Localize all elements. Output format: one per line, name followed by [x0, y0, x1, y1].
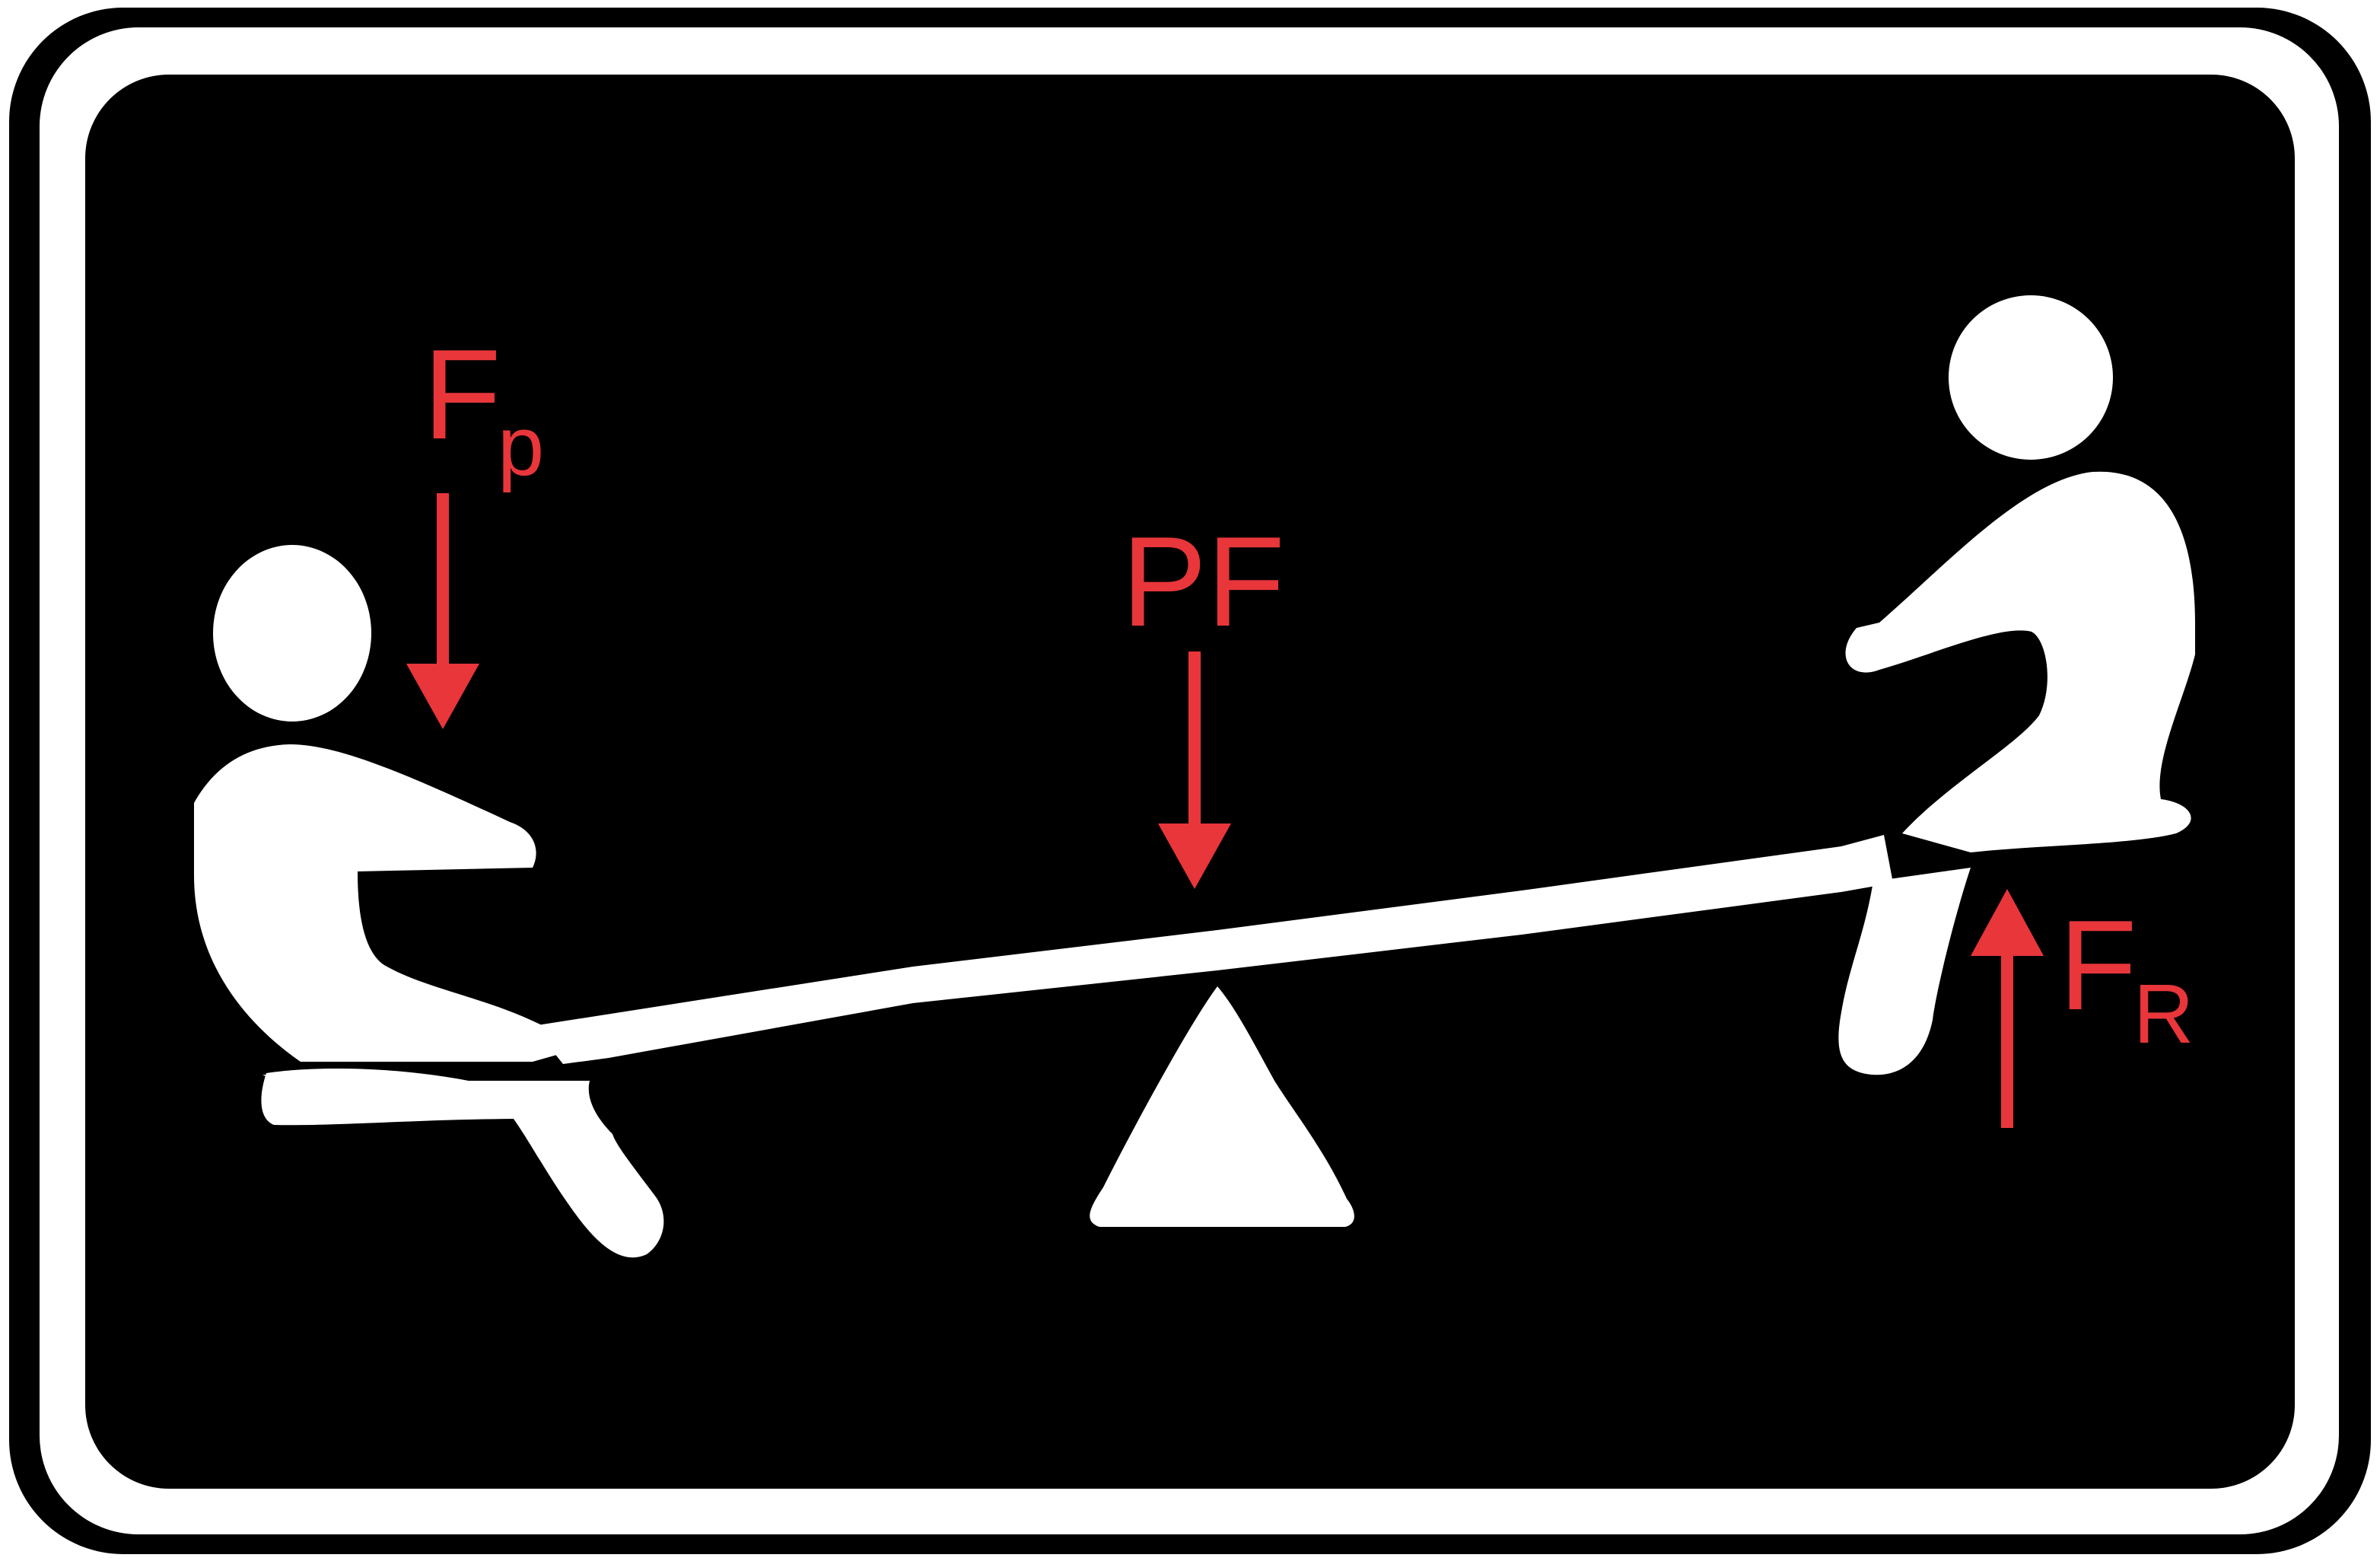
left-child-head — [213, 545, 371, 722]
fulcrum-arrow-shaft — [1188, 651, 1201, 828]
fulcrum-force-arrow — [1158, 651, 1231, 889]
load-arrow-shaft — [2001, 951, 2013, 1128]
load-force-arrow — [1971, 889, 2044, 1128]
right-child-body — [1845, 471, 2195, 852]
effort-label-sub: p — [498, 400, 544, 493]
fulcrum-arrow-head — [1158, 824, 1231, 889]
effort-arrow-head — [406, 664, 479, 729]
right-child-leg — [1838, 868, 1971, 1075]
seesaw-beam — [533, 835, 1893, 1064]
left-child-body — [194, 744, 578, 1062]
fulcrum-triangle — [1090, 986, 1354, 1227]
load-arrow-head — [1971, 889, 2044, 956]
effort-label-main: F — [423, 323, 501, 466]
effort-force-arrow — [406, 493, 479, 729]
left-child-leg-back — [261, 1069, 525, 1126]
left-child-leg-front — [262, 1075, 664, 1258]
fulcrum-label: PF — [1122, 510, 1285, 653]
effort-arrow-shaft — [437, 493, 449, 668]
load-label-sub: R — [2133, 967, 2194, 1061]
right-child-head — [1949, 295, 2113, 460]
load-label-main: F — [2059, 894, 2137, 1037]
